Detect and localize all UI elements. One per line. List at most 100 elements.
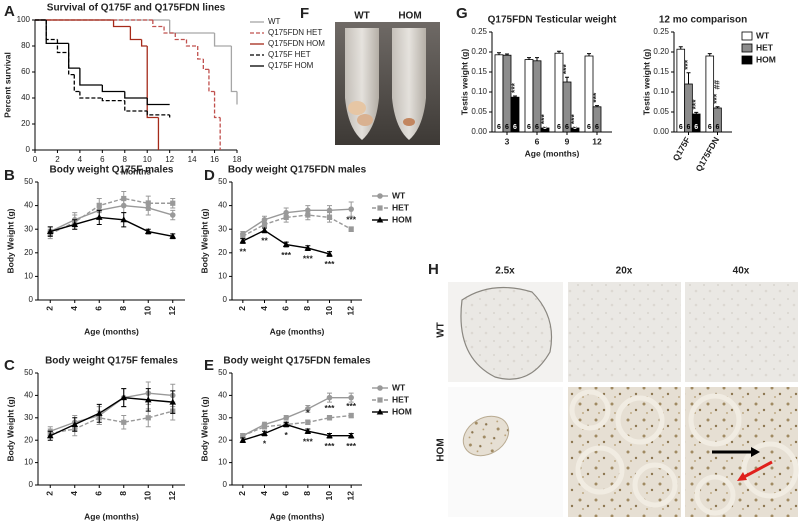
y-tick-label: 10 [24, 272, 33, 281]
marker [348, 412, 354, 419]
n-label: 6 [595, 124, 599, 131]
significance: *** [561, 64, 571, 75]
marker [71, 220, 79, 227]
significance: ** [240, 246, 247, 256]
y-tick-label: 0 [223, 480, 228, 489]
series-line [242, 208, 352, 235]
error-bar [543, 126, 547, 128]
x-tick-label: 12 [345, 491, 355, 501]
n-label: 6 [565, 124, 569, 131]
arrowhead [751, 447, 760, 457]
x-tick-label: 2 [55, 155, 60, 164]
y-tick-label: 60 [21, 67, 30, 76]
x-tick-label: 12 [592, 136, 602, 146]
y-tick-label: 50 [24, 368, 33, 377]
error-bar [497, 52, 501, 55]
y-tick-label: 50 [24, 177, 33, 186]
survival-step [169, 20, 215, 34]
y-tick-label: 10 [218, 458, 227, 467]
marker [239, 436, 247, 443]
marker [144, 228, 152, 235]
n-label: 6 [527, 124, 531, 131]
x-tick-label: 2 [237, 491, 247, 496]
error-bar [678, 46, 683, 50]
significance: *** [509, 82, 519, 93]
y-tick-label: 0.05 [653, 107, 669, 116]
marker [376, 408, 384, 415]
significance: *** [281, 250, 292, 260]
error-bar [527, 57, 531, 60]
error-bar [535, 57, 539, 61]
panel-letter: G [456, 5, 468, 22]
photo-label: HOM [398, 11, 421, 22]
x-tick-label: 8 [118, 306, 128, 311]
x-tick-label: 4 [259, 306, 269, 311]
n-label: 3 [543, 124, 547, 131]
y-axis-label: Testis weight (g) [641, 49, 651, 116]
tube [392, 28, 426, 140]
legend-swatch [741, 31, 753, 41]
marker [305, 212, 311, 218]
survival-step [79, 68, 103, 86]
chart-title: Body weight Q175F females [45, 356, 178, 367]
legend-label: HET [756, 42, 774, 52]
marker [121, 195, 127, 202]
survival-step [129, 26, 142, 41]
error-bar [573, 126, 577, 128]
x-tick-label: 10 [324, 306, 334, 316]
n-label: 0 [603, 124, 607, 131]
significance: *** [303, 253, 314, 263]
significance: *** [325, 441, 336, 451]
series-line [242, 214, 352, 237]
n-label: 6 [505, 124, 509, 131]
series-line [242, 423, 352, 441]
survival-step [124, 100, 148, 112]
marker [304, 427, 312, 434]
marker [326, 415, 333, 421]
marker [261, 424, 268, 430]
x-tick-label: 16 [210, 155, 219, 164]
x-tick-label: 6 [100, 155, 105, 164]
marker [145, 200, 151, 206]
survival-step [146, 98, 170, 106]
y-axis-label: Body Weight (g) [5, 396, 15, 461]
significance: *** [591, 92, 601, 103]
x-tick-label: 8 [123, 155, 128, 164]
series-line [50, 392, 173, 432]
survival-step [185, 39, 198, 47]
survival-step [174, 33, 187, 41]
marker [347, 432, 355, 439]
n-label: 6 [497, 124, 501, 131]
y-tick-label: 0 [223, 295, 228, 304]
legend-label: Q175F HOM [268, 61, 314, 70]
panel-letter: B [4, 167, 15, 184]
n-label: 6 [535, 124, 539, 131]
marker [120, 216, 128, 223]
marker [261, 221, 268, 228]
y-tick-label: 0.20 [653, 47, 669, 56]
legend-label: WT [392, 190, 406, 200]
marker [95, 213, 103, 220]
survival-step [230, 46, 237, 93]
pellet [348, 101, 366, 115]
marker [46, 432, 54, 439]
chart-title: 12 mo comparison [659, 15, 747, 26]
error-bar [565, 76, 569, 82]
marker [46, 228, 54, 235]
x-tick-label: 4 [69, 306, 79, 311]
chart-title: Body weight Q175F males [50, 165, 174, 176]
legend-swatch [741, 55, 753, 65]
column-label: 20x [616, 266, 633, 277]
survival-step [112, 20, 131, 28]
marker [261, 226, 268, 233]
survival-step [101, 98, 125, 102]
legend-label: HET [392, 202, 410, 212]
marker [95, 409, 103, 416]
x-tick-label: Q175F [671, 135, 693, 163]
n-label: 6 [679, 124, 683, 131]
x-tick-label: 12 [165, 155, 174, 164]
tissue [460, 286, 553, 380]
x-tick-label: 12 [167, 306, 177, 316]
x-tick-label: 4 [78, 155, 83, 164]
x-tick-label: 6 [535, 136, 540, 146]
